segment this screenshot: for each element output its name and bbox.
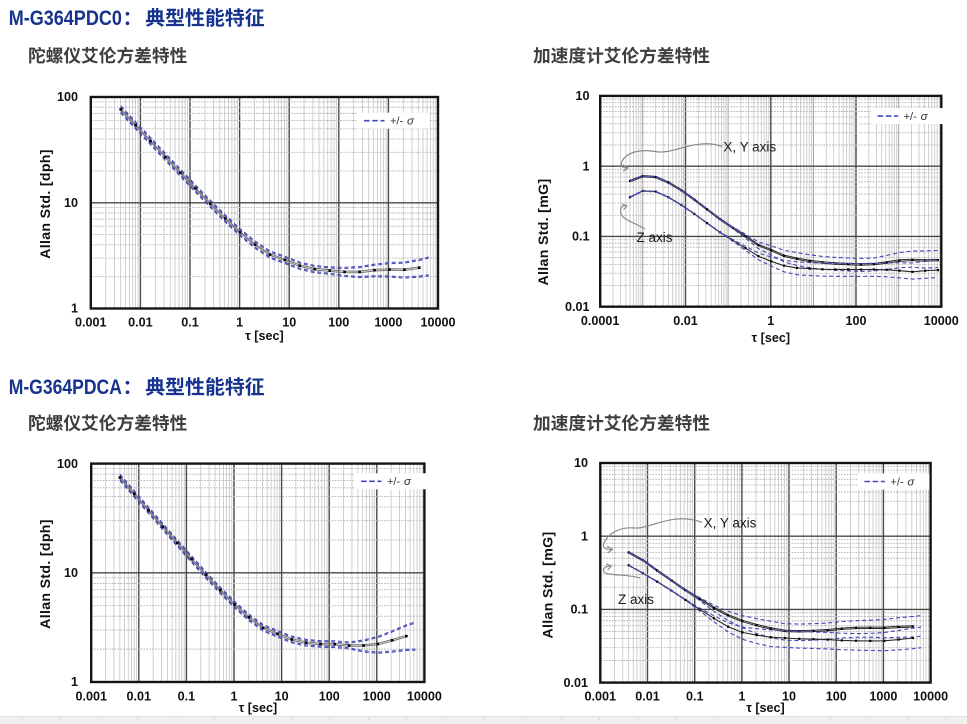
svg-text:τ [sec]: τ [sec]: [245, 329, 284, 343]
svg-text:0.1: 0.1: [570, 603, 588, 617]
svg-text:10000: 10000: [420, 316, 455, 330]
svg-text:Allan Std. [dph]: Allan Std. [dph]: [38, 149, 54, 259]
svg-text:Z axis: Z axis: [618, 592, 654, 607]
svg-text:10000: 10000: [407, 690, 442, 704]
svg-text:100: 100: [319, 690, 340, 704]
svg-text:0.01: 0.01: [563, 676, 588, 690]
svg-text:0.01: 0.01: [635, 690, 660, 704]
svg-text:0.1: 0.1: [686, 690, 704, 704]
svg-text:1: 1: [230, 690, 237, 704]
svg-text:1000: 1000: [363, 690, 391, 704]
svg-text:σ: σ: [907, 476, 915, 488]
svg-text:10: 10: [64, 566, 78, 580]
svg-text:0.01: 0.01: [673, 314, 698, 328]
svg-text:10000: 10000: [924, 314, 959, 328]
svg-text:τ [sec]: τ [sec]: [746, 701, 785, 715]
svg-text:100: 100: [826, 690, 847, 704]
svg-text:0.1: 0.1: [181, 316, 199, 330]
svg-text:Allan Std. [mG]: Allan Std. [mG]: [536, 179, 552, 286]
svg-text:M-G364PDC0: M-G364PDC0: [9, 7, 122, 30]
svg-text:1: 1: [71, 675, 78, 689]
svg-text:+/-: +/-: [890, 476, 903, 488]
svg-text:10000: 10000: [913, 690, 948, 704]
svg-text:σ: σ: [407, 116, 415, 128]
svg-text:10: 10: [782, 690, 796, 704]
svg-text:0.01: 0.01: [565, 300, 590, 314]
svg-text:0.0001: 0.0001: [581, 314, 620, 328]
svg-text:τ [sec]: τ [sec]: [752, 331, 791, 345]
svg-text:0.01: 0.01: [127, 690, 152, 704]
svg-text:10: 10: [574, 456, 588, 470]
svg-text:100: 100: [328, 316, 349, 330]
svg-text:10: 10: [575, 89, 589, 103]
svg-text:1: 1: [236, 316, 243, 330]
svg-text:10: 10: [275, 690, 289, 704]
svg-text:10: 10: [64, 196, 78, 210]
svg-text:1: 1: [71, 302, 78, 316]
svg-text:1: 1: [738, 690, 745, 704]
svg-text:M-G364PDCA: M-G364PDCA: [9, 376, 122, 399]
svg-text:X, Y axis: X, Y axis: [704, 516, 757, 531]
svg-text:+/-: +/-: [390, 116, 403, 128]
svg-text:Allan Std. [dph]: Allan Std. [dph]: [38, 519, 54, 629]
svg-text:100: 100: [57, 457, 78, 471]
svg-text:Allan Std. [mG]: Allan Std. [mG]: [541, 532, 557, 639]
svg-text:1000: 1000: [869, 690, 897, 704]
svg-text:σ: σ: [404, 476, 412, 488]
svg-text:0.001: 0.001: [75, 316, 107, 330]
svg-text:0.01: 0.01: [128, 316, 153, 330]
svg-text:Z axis: Z axis: [637, 230, 673, 245]
svg-text:0.001: 0.001: [75, 690, 107, 704]
svg-text:+/-: +/-: [904, 111, 917, 123]
svg-text:0.001: 0.001: [585, 690, 617, 704]
svg-text:100: 100: [845, 314, 866, 328]
svg-text:0.1: 0.1: [178, 690, 196, 704]
svg-text:σ: σ: [921, 111, 929, 123]
svg-text:τ [sec]: τ [sec]: [239, 701, 278, 715]
svg-text:10: 10: [282, 316, 296, 330]
svg-text:100: 100: [57, 90, 78, 104]
svg-text:0.1: 0.1: [572, 230, 590, 244]
svg-text:X, Y axis: X, Y axis: [723, 140, 776, 155]
svg-text:1000: 1000: [374, 316, 402, 330]
svg-text:1: 1: [582, 159, 589, 173]
svg-text:1: 1: [767, 314, 774, 328]
svg-text:1: 1: [581, 529, 588, 543]
svg-text:+/-: +/-: [387, 476, 400, 488]
